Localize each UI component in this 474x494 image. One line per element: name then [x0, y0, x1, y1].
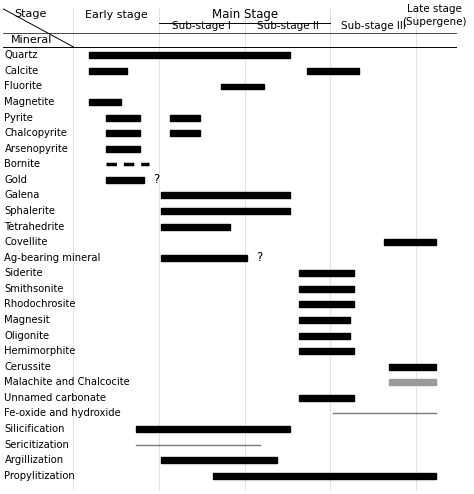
Bar — [389, 364, 436, 370]
Bar — [89, 68, 127, 74]
Text: Siderite: Siderite — [4, 268, 43, 278]
Bar — [389, 379, 436, 385]
Bar — [299, 317, 350, 323]
Bar — [299, 286, 355, 292]
Bar — [299, 270, 355, 276]
Text: Stage: Stage — [14, 9, 46, 19]
Text: Unnamed carbonate: Unnamed carbonate — [4, 393, 107, 403]
Text: ?: ? — [153, 173, 159, 186]
Text: Oligonite: Oligonite — [4, 330, 50, 340]
Text: Hemimorphite: Hemimorphite — [4, 346, 76, 356]
Text: Bornite: Bornite — [4, 159, 41, 169]
Text: Magnetite: Magnetite — [4, 97, 55, 107]
Bar — [384, 239, 436, 245]
Text: Smithsonite: Smithsonite — [4, 284, 64, 294]
Bar — [307, 68, 359, 74]
Text: Main Stage: Main Stage — [211, 8, 278, 21]
Text: Galena: Galena — [4, 191, 40, 201]
Bar — [221, 83, 264, 89]
Bar — [106, 130, 140, 136]
Text: Arsenopyrite: Arsenopyrite — [4, 144, 68, 154]
Bar — [162, 255, 247, 261]
Bar — [170, 130, 200, 136]
Text: Early stage: Early stage — [85, 10, 147, 20]
Text: Sub-stage I: Sub-stage I — [173, 21, 231, 31]
Text: Mineral: Mineral — [11, 35, 53, 45]
Text: ?: ? — [256, 251, 262, 264]
Bar — [89, 99, 121, 105]
Text: Sub-stage III: Sub-stage III — [341, 21, 406, 31]
Bar — [106, 146, 140, 152]
Bar — [89, 52, 290, 58]
Bar — [106, 177, 144, 183]
Bar — [299, 395, 355, 401]
Text: Argillization: Argillization — [4, 455, 64, 465]
Text: Gold: Gold — [4, 175, 27, 185]
Bar — [162, 457, 277, 463]
Bar — [162, 208, 290, 214]
Text: Magnesit: Magnesit — [4, 315, 50, 325]
Bar — [299, 348, 355, 354]
Text: Pyrite: Pyrite — [4, 113, 33, 123]
Text: Covellite: Covellite — [4, 237, 48, 247]
Text: Rhodochrosite: Rhodochrosite — [4, 299, 76, 309]
Text: Ag-bearing mineral: Ag-bearing mineral — [4, 253, 101, 263]
Text: Silicification: Silicification — [4, 424, 65, 434]
Bar — [106, 115, 140, 121]
Text: Sub-stage II: Sub-stage II — [256, 21, 319, 31]
Bar — [136, 426, 290, 432]
Text: Sericitization: Sericitization — [4, 440, 69, 450]
Text: Quartz: Quartz — [4, 50, 38, 60]
Text: Fluorite: Fluorite — [4, 82, 43, 91]
Bar — [299, 332, 350, 338]
Text: Chalcopyrite: Chalcopyrite — [4, 128, 67, 138]
Text: Tetrahedrite: Tetrahedrite — [4, 222, 65, 232]
Bar — [170, 115, 200, 121]
Text: Fe-oxide and hydroxide: Fe-oxide and hydroxide — [4, 409, 121, 418]
Text: Cerussite: Cerussite — [4, 362, 51, 371]
Bar — [213, 473, 436, 479]
Bar — [162, 224, 230, 230]
Text: Malachite and Chalcocite: Malachite and Chalcocite — [4, 377, 130, 387]
Text: Sphalerite: Sphalerite — [4, 206, 55, 216]
Bar — [299, 301, 355, 307]
Bar — [162, 193, 290, 199]
Text: Calcite: Calcite — [4, 66, 39, 76]
Text: Propylitization: Propylitization — [4, 471, 75, 481]
Text: Late stage
(Supergene): Late stage (Supergene) — [402, 4, 467, 27]
